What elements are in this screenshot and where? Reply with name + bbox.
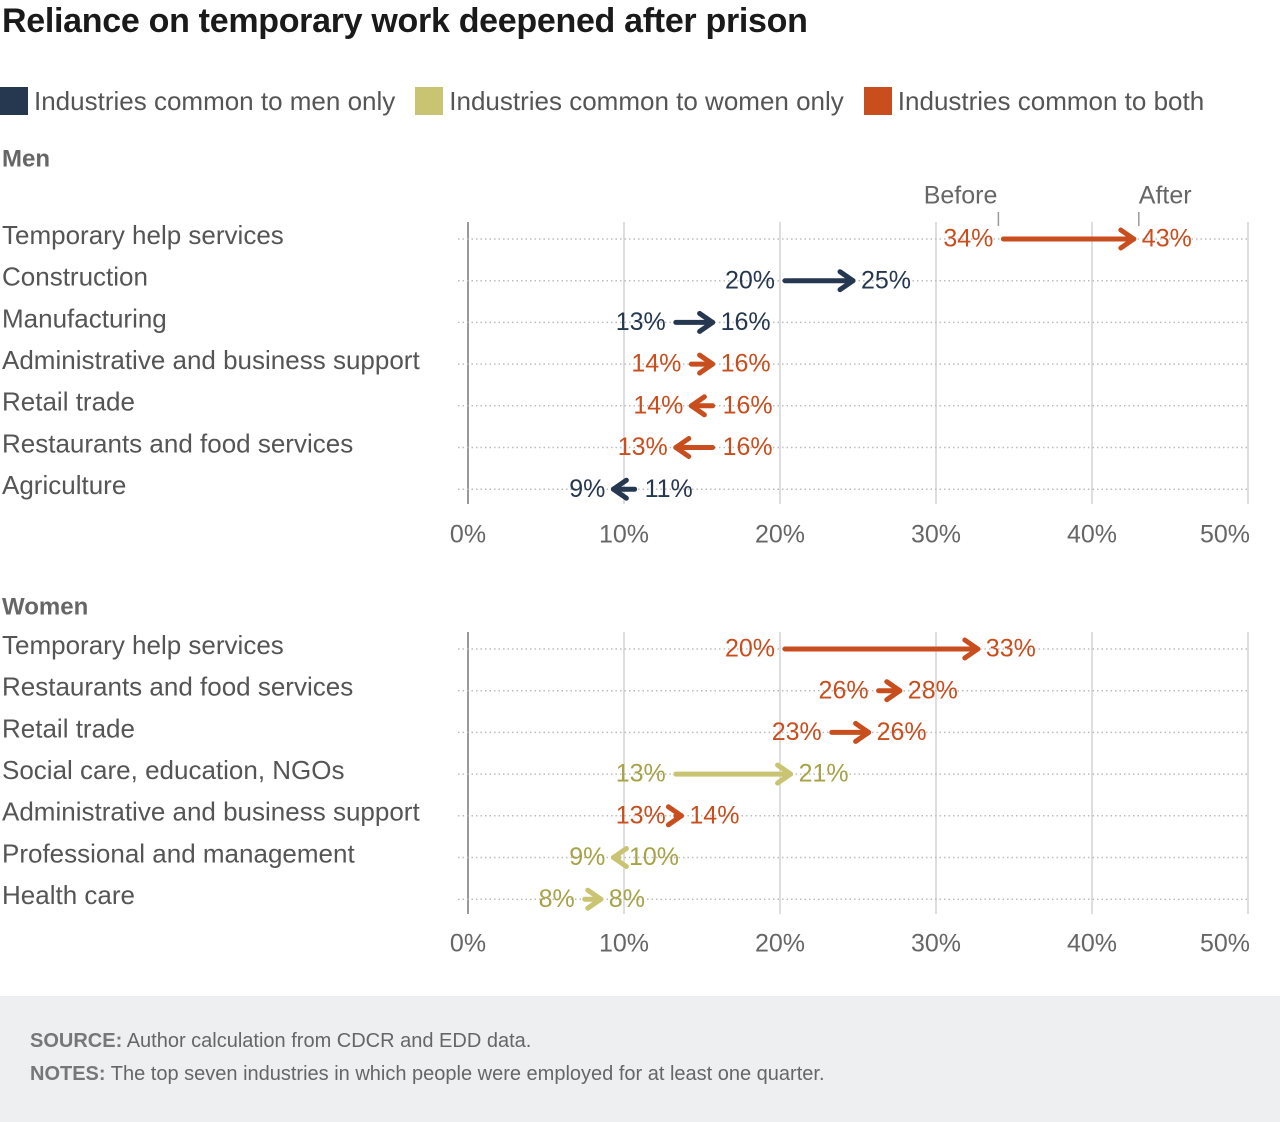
arrowhead-men-6: [610, 477, 629, 501]
category-label-women-1: Restaurants and food services: [2, 672, 353, 702]
category-label-men-5: Restaurants and food services: [2, 428, 353, 458]
category-label-women-4: Administrative and business support: [2, 797, 420, 827]
x-tick-label-men-20: 20%: [755, 521, 805, 549]
legend-item-both: Industries common to both: [863, 85, 1205, 117]
arrowhead-women-5: [610, 846, 629, 869]
after-value-label-men-6: 9%: [569, 475, 605, 503]
source-label: SOURCE:: [30, 1030, 123, 1052]
x-tick-label-men-40: 40%: [1067, 521, 1117, 549]
notes-text: The top seven industries in which people…: [105, 1063, 825, 1085]
legend-label-men: Industries common to men only: [34, 85, 396, 116]
x-tick-label-men-50: 50%: [1200, 521, 1250, 549]
after-annotation-label: After: [1139, 182, 1192, 210]
after-value-label-women-0: 33%: [986, 635, 1036, 663]
before-value-label-men-5: 16%: [723, 433, 773, 461]
chart-footer: SOURCE: Author calculation from CDCR and…: [0, 996, 1280, 1122]
arrowhead-men-2: [697, 310, 716, 334]
x-tick-label-women-50: 50%: [1200, 930, 1250, 958]
arrowhead-men-0: [1118, 227, 1137, 251]
before-value-label-men-1: 20%: [725, 266, 775, 294]
before-value-label-women-2: 23%: [772, 718, 822, 746]
category-label-women-6: Health care: [2, 880, 135, 910]
source-note: SOURCE: Author calculation from CDCR and…: [30, 1030, 531, 1053]
arrowhead-men-3: [697, 352, 716, 376]
x-tick-label-men-10: 10%: [599, 521, 649, 549]
panel-title-women: Women: [2, 593, 88, 620]
after-value-label-women-6: 8%: [609, 885, 645, 913]
legend: Industries common to men only Industries…: [0, 84, 1224, 118]
legend-item-women: Industries common to women only: [415, 86, 844, 117]
arrowhead-women-4: [665, 804, 684, 828]
before-value-label-women-3: 13%: [616, 760, 666, 788]
legend-label-both: Industries common to both: [897, 85, 1205, 116]
category-label-men-6: Agriculture: [2, 470, 126, 500]
after-value-label-men-3: 16%: [721, 350, 771, 378]
after-value-label-women-2: 26%: [877, 718, 927, 746]
after-value-label-men-0: 43%: [1142, 225, 1192, 253]
before-value-label-women-6: 8%: [539, 885, 575, 913]
panel-title-men: Men: [2, 145, 50, 172]
after-value-label-men-5: 13%: [618, 433, 668, 461]
notes-note: NOTES: The top seven industries in which…: [30, 1063, 825, 1086]
after-value-label-women-1: 28%: [908, 676, 958, 704]
category-label-men-3: Administrative and business support: [2, 345, 420, 375]
legend-swatch-women: [415, 87, 444, 115]
before-value-label-women-0: 20%: [725, 635, 775, 663]
x-tick-label-women-10: 10%: [599, 930, 649, 958]
x-tick-label-women-20: 20%: [755, 930, 805, 958]
before-value-label-men-6: 11%: [645, 475, 693, 503]
after-value-label-men-1: 25%: [861, 266, 911, 294]
source-text: Author calculation from CDCR and EDD dat…: [122, 1030, 532, 1052]
chart-title: Reliance on temporary work deepened afte…: [2, 2, 808, 40]
legend-label-women: Industries common to women only: [449, 85, 844, 116]
after-value-label-women-4: 14%: [689, 801, 739, 829]
x-tick-label-men-0: 0%: [450, 521, 486, 549]
arrowhead-women-0: [962, 637, 981, 661]
before-value-label-women-4: 13%: [616, 801, 666, 829]
x-tick-label-men-30: 30%: [911, 521, 961, 549]
category-label-men-4: Retail trade: [2, 387, 135, 417]
before-value-label-men-0: 34%: [943, 225, 993, 253]
arrowhead-men-5: [673, 436, 692, 459]
x-tick-label-women-40: 40%: [1067, 930, 1117, 958]
arrowhead-women-2: [853, 720, 872, 744]
arrowhead-women-1: [884, 679, 903, 703]
after-value-label-women-5: 9%: [569, 843, 605, 871]
before-annotation-label: Before: [924, 182, 998, 210]
category-label-women-0: Temporary help services: [2, 630, 284, 660]
before-value-label-men-2: 13%: [616, 308, 666, 336]
arrowhead-women-3: [775, 762, 794, 786]
before-value-label-men-3: 14%: [631, 350, 681, 378]
arrowhead-men-1: [837, 269, 856, 293]
chart-canvas: Men 0% 10% 20% 30% 40% 50% Temporary help servi…: [2, 145, 1250, 958]
x-tick-label-women-0: 0%: [450, 930, 486, 958]
category-label-men-1: Construction: [2, 262, 148, 292]
category-label-women-2: Retail trade: [2, 713, 135, 743]
after-value-label-men-2: 16%: [721, 308, 771, 336]
legend-item-men: Industries common to men only: [0, 86, 395, 117]
arrowhead-men-4: [688, 394, 707, 418]
legend-swatch-men: [0, 87, 28, 115]
category-label-women-5: Professional and management: [2, 838, 355, 868]
notes-label: NOTES:: [30, 1063, 106, 1085]
category-label-women-3: Social care, education, NGOs: [2, 755, 345, 785]
before-value-label-women-1: 26%: [819, 676, 869, 704]
x-tick-label-women-30: 30%: [911, 930, 961, 958]
after-value-label-women-3: 21%: [799, 760, 849, 788]
legend-swatch-both: [863, 87, 892, 115]
before-value-label-men-4: 16%: [723, 391, 773, 419]
category-label-men-0: Temporary help services: [2, 220, 284, 250]
after-value-label-men-4: 14%: [633, 391, 683, 419]
before-value-label-women-5: 10%: [629, 843, 679, 871]
arrowhead-women-6: [585, 887, 604, 911]
category-label-men-2: Manufacturing: [2, 303, 167, 333]
